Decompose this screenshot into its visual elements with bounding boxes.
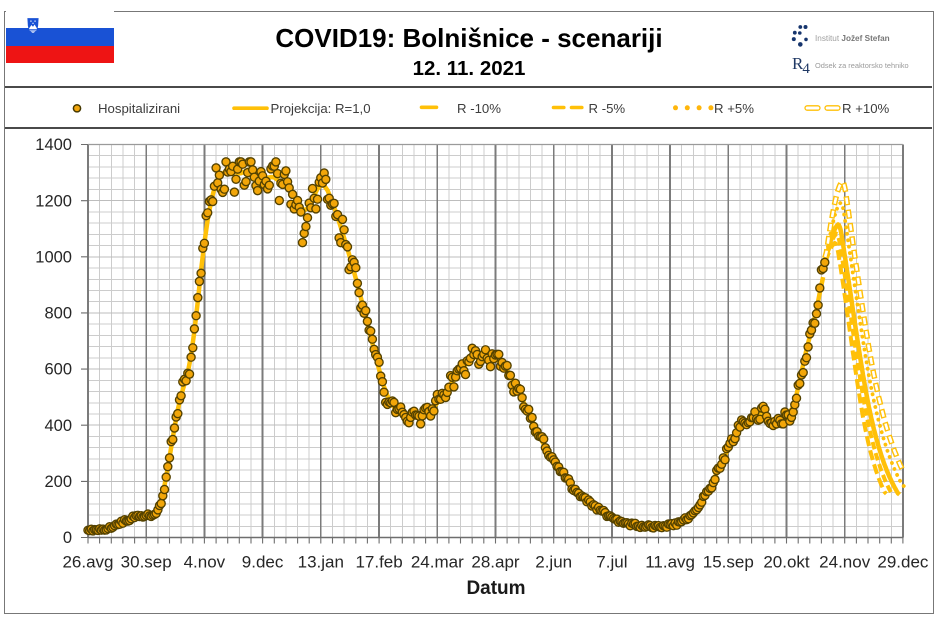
svg-text:7.jul: 7.jul [596,553,627,572]
svg-text:13.jan: 13.jan [298,553,344,572]
svg-text:28.apr: 28.apr [471,553,520,572]
svg-text:200: 200 [44,473,72,491]
svg-text:24.nov: 24.nov [819,553,871,572]
svg-text:Projekcija: R=1,0: Projekcija: R=1,0 [271,101,371,116]
svg-text:R -10%: R -10% [457,101,501,116]
svg-text:15.sep: 15.sep [703,553,754,572]
svg-text:9.dec: 9.dec [242,553,284,572]
svg-text:1200: 1200 [35,192,72,210]
svg-text:600: 600 [44,361,72,379]
svg-text:0: 0 [63,529,72,547]
svg-text:400: 400 [44,417,72,435]
svg-text:1400: 1400 [35,136,72,154]
svg-text:R +5%: R +5% [714,101,754,116]
svg-text:24.mar: 24.mar [411,553,464,572]
svg-text:2.jun: 2.jun [535,553,572,572]
svg-text:R +10%: R +10% [842,101,890,116]
svg-text:1000: 1000 [35,248,72,266]
svg-text:17.feb: 17.feb [355,553,402,572]
svg-text:29.dec: 29.dec [877,553,929,572]
svg-text:R -5%: R -5% [589,101,626,116]
svg-text:Datum: Datum [466,578,525,599]
svg-text:800: 800 [44,304,72,322]
svg-text:26.avg: 26.avg [62,553,113,572]
svg-text:11.avg: 11.avg [645,553,695,572]
svg-text:Hospitalizirani: Hospitalizirani [98,101,180,116]
svg-text:30.sep: 30.sep [121,553,172,572]
svg-text:20.okt: 20.okt [763,553,810,572]
svg-text:4.nov: 4.nov [184,553,226,572]
